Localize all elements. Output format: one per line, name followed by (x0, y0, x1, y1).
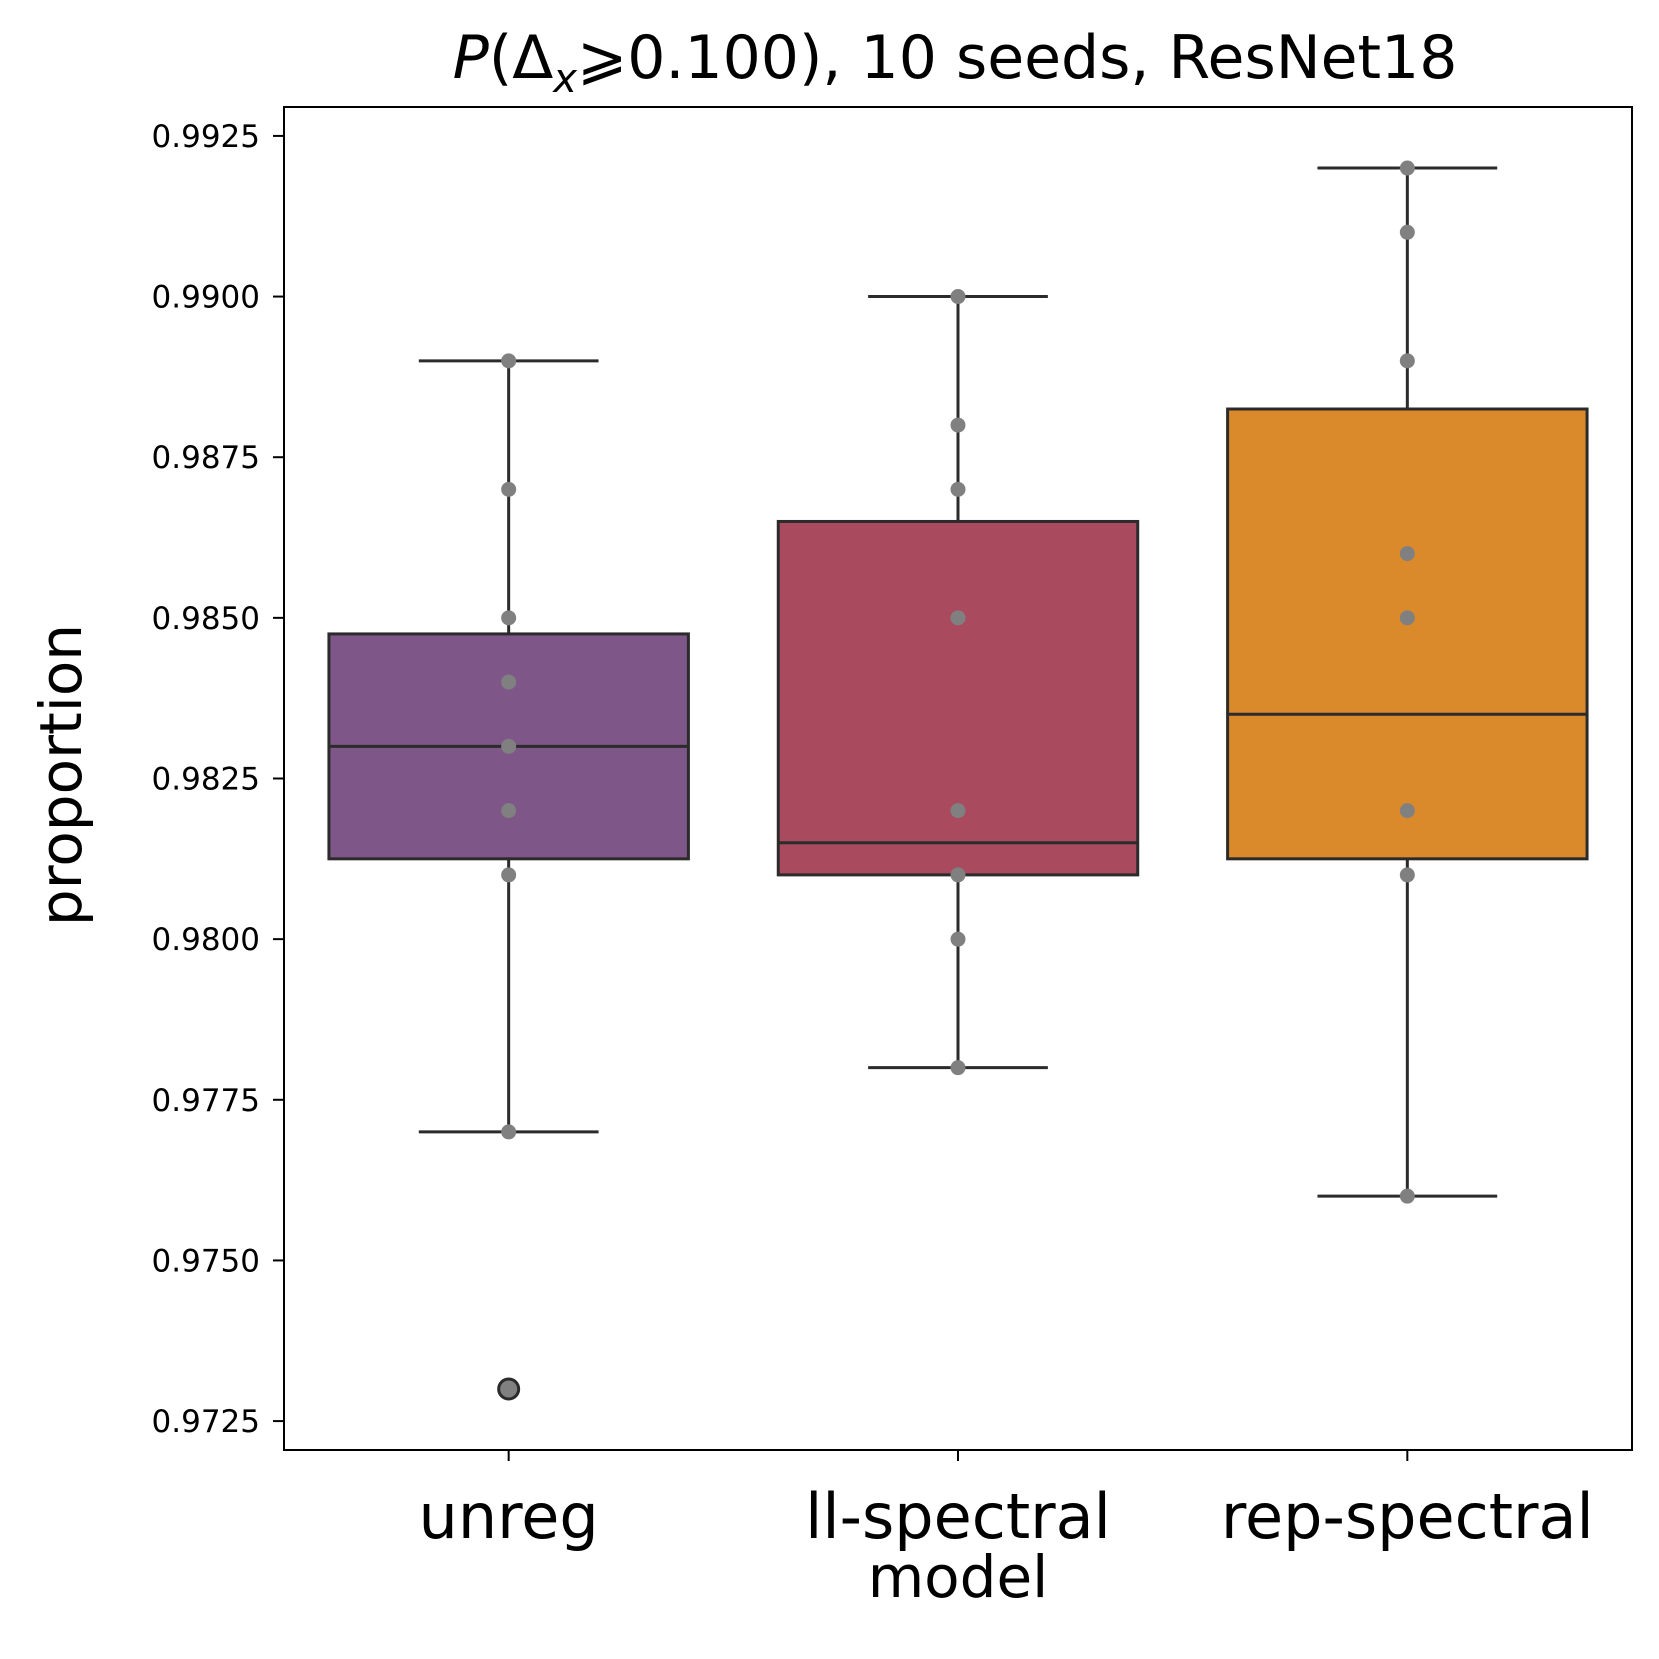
data-point-unreg-5 (501, 803, 517, 819)
y-tick-label-2: 0.9775 (152, 1083, 260, 1119)
x-tick-label-ll-spectral: ll-spectral (805, 1480, 1111, 1553)
data-point-ll-spectral-4 (950, 803, 966, 819)
box-ll-spectral (776, 519, 1140, 877)
data-point-rep-spectral-6 (1399, 867, 1415, 883)
y-tick-label-4: 0.9825 (152, 762, 260, 798)
chart-title: P(Δx⩾0.100), 10 seeds, ResNet18 (453, 23, 1458, 102)
x-axis-label: model (868, 1543, 1049, 1611)
data-point-unreg-3 (501, 674, 517, 690)
data-point-rep-spectral-7 (1399, 1188, 1415, 1204)
data-point-rep-spectral-3 (1399, 546, 1415, 562)
data-point-rep-spectral-0 (1399, 160, 1415, 176)
title-prefix: P (453, 23, 490, 93)
data-point-ll-spectral-1 (950, 417, 966, 433)
y-tick-label-0: 0.9725 (152, 1404, 260, 1440)
y-tick-label-8: 0.9925 (152, 119, 260, 155)
data-point-unreg-8 (501, 1381, 517, 1397)
y-tick-label-1: 0.9750 (152, 1243, 260, 1279)
title-rest: ⩾0.100), 10 seeds, ResNet18 (577, 23, 1457, 93)
data-point-ll-spectral-5 (950, 867, 966, 883)
plot-frame (283, 106, 1633, 1451)
data-point-unreg-0 (501, 353, 517, 369)
data-point-unreg-6 (501, 867, 517, 883)
data-point-rep-spectral-4 (1399, 610, 1415, 626)
data-point-unreg-7 (501, 1124, 517, 1140)
x-tick-label-unreg: unreg (419, 1480, 599, 1553)
box-rep-spectral (1226, 407, 1589, 861)
data-point-ll-spectral-6 (950, 931, 966, 947)
data-point-rep-spectral-2 (1399, 353, 1415, 369)
y-tick-label-7: 0.9900 (152, 280, 260, 316)
data-point-unreg-1 (501, 481, 517, 497)
title-open: (Δ (489, 23, 553, 93)
data-point-ll-spectral-7 (950, 1060, 966, 1076)
data-point-unreg-4 (501, 738, 517, 754)
x-tick-label-rep-spectral: rep-spectral (1221, 1480, 1594, 1553)
data-point-ll-spectral-2 (950, 481, 966, 497)
y-tick-label-5: 0.9850 (152, 601, 260, 637)
data-point-ll-spectral-0 (950, 289, 966, 305)
data-point-rep-spectral-1 (1399, 224, 1415, 240)
data-point-rep-spectral-5 (1399, 803, 1415, 819)
data-point-ll-spectral-3 (950, 610, 966, 626)
y-axis-label: proportion (27, 624, 95, 926)
y-tick-label-6: 0.9875 (152, 440, 260, 476)
title-subscript: x (551, 56, 577, 102)
data-point-unreg-2 (501, 610, 517, 626)
y-tick-label-3: 0.9800 (152, 922, 260, 958)
